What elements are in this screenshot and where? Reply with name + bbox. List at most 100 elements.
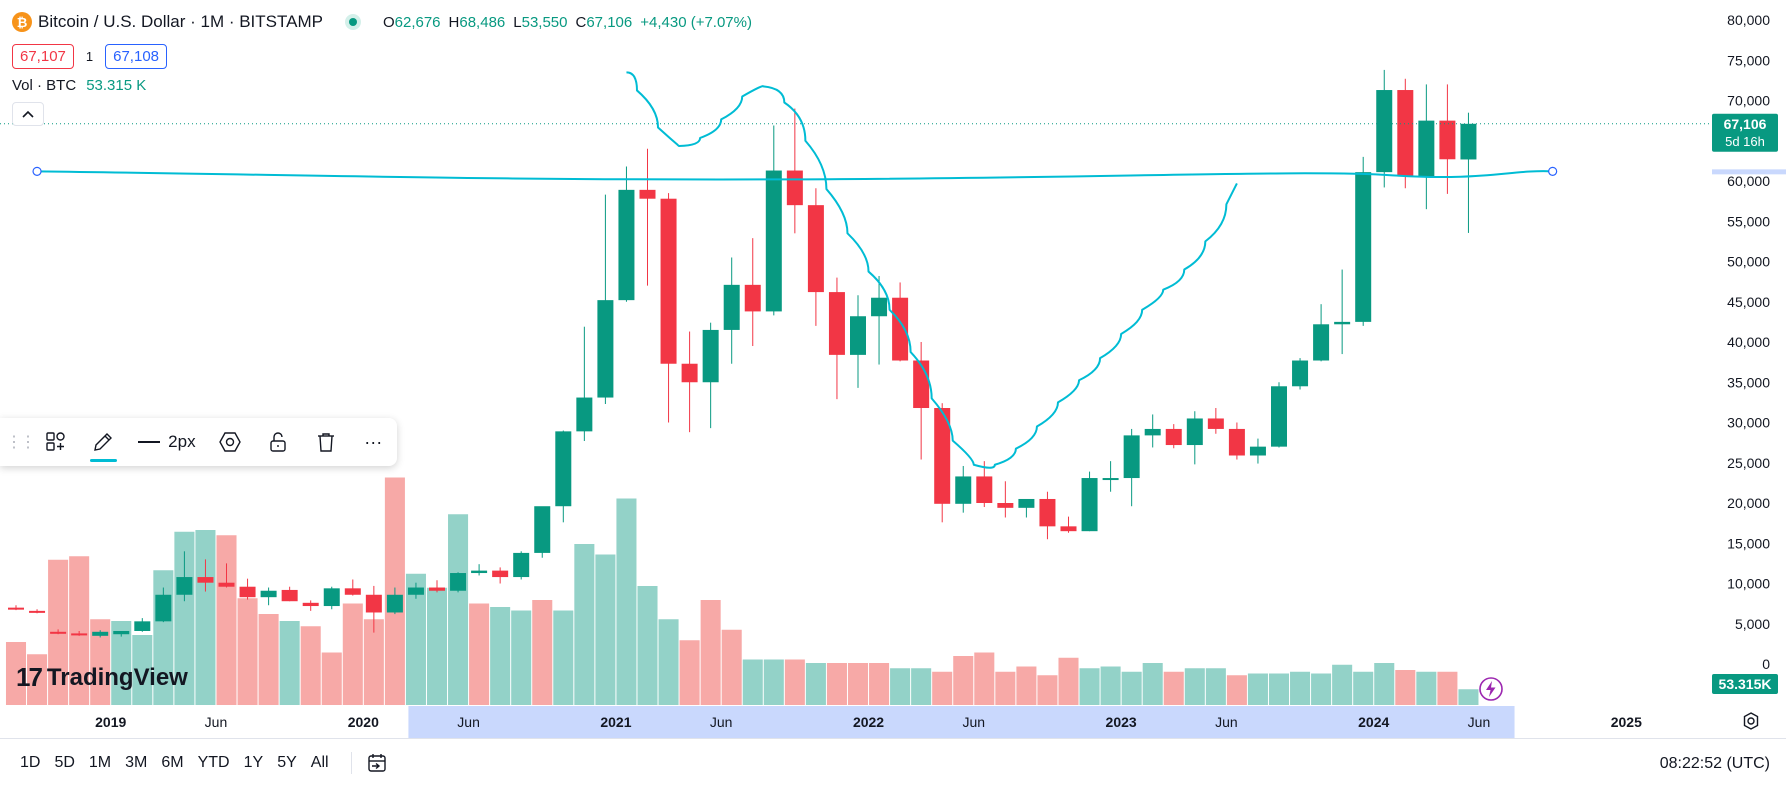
candle[interactable] <box>155 587 172 623</box>
range-all-button[interactable]: All <box>310 754 329 771</box>
settings-button[interactable] <box>207 418 255 466</box>
tradingview-watermark[interactable]: 17 TradingView <box>16 662 188 693</box>
candle[interactable] <box>429 580 445 593</box>
candle[interactable] <box>260 587 277 606</box>
candle[interactable] <box>344 579 361 596</box>
collapse-legend-button[interactable] <box>12 102 44 126</box>
candle[interactable] <box>71 630 88 636</box>
candle[interactable] <box>828 277 845 400</box>
candle[interactable] <box>197 559 214 592</box>
candle[interactable] <box>92 630 109 638</box>
candle[interactable] <box>702 322 719 429</box>
candle[interactable] <box>471 564 488 576</box>
candle[interactable] <box>1060 516 1077 533</box>
candle[interactable] <box>1376 69 1393 188</box>
candle[interactable] <box>281 586 298 602</box>
candle[interactable] <box>723 257 740 364</box>
range-6m-button[interactable]: 6M <box>161 754 184 771</box>
candle[interactable] <box>386 587 403 615</box>
candle[interactable] <box>407 582 424 599</box>
candle[interactable] <box>765 125 782 316</box>
candle[interactable] <box>597 194 614 404</box>
candle[interactable] <box>786 108 803 234</box>
candle[interactable] <box>850 295 866 388</box>
delete-button[interactable] <box>302 418 350 466</box>
last-price-badge[interactable] <box>1712 113 1778 152</box>
candlesticks[interactable] <box>8 69 1477 638</box>
more-button[interactable]: ··· <box>364 431 383 452</box>
candle[interactable] <box>134 618 151 632</box>
volume-label[interactable]: Vol · BTC <box>12 77 77 94</box>
range-1m-button[interactable]: 1M <box>88 754 112 771</box>
sell-price-button[interactable]: 67,107 <box>12 44 74 69</box>
candle[interactable] <box>1186 411 1203 465</box>
candle[interactable] <box>8 605 24 611</box>
candle[interactable] <box>365 585 382 633</box>
range-5d-button[interactable]: 5D <box>54 754 75 771</box>
candle[interactable] <box>1039 491 1056 540</box>
line-color-button[interactable] <box>80 418 128 466</box>
price-axis[interactable]: 0 5,000 10,000 15,000 20,000 25,000 30,000 35,0… <box>1712 0 1786 706</box>
candle[interactable] <box>660 193 677 423</box>
candle[interactable] <box>1271 382 1287 448</box>
drag-handle[interactable]: ⋮⋮ <box>6 434 36 451</box>
range-1d-button[interactable]: 1D <box>20 754 41 771</box>
candle[interactable] <box>29 609 46 614</box>
clock-utc[interactable]: 08:22:52 (UTC) <box>1659 754 1770 772</box>
range-1y-button[interactable]: 1Y <box>243 754 264 771</box>
candle[interactable] <box>492 567 509 584</box>
candle[interactable] <box>934 403 951 523</box>
candle[interactable] <box>1439 84 1456 194</box>
candle[interactable] <box>555 430 572 523</box>
curve-drawing[interactable] <box>626 71 1238 469</box>
candle[interactable] <box>1207 408 1224 434</box>
line-width-button[interactable]: 2px <box>127 418 206 466</box>
candle[interactable] <box>955 465 972 513</box>
chart-settings-icon[interactable] <box>1741 711 1761 731</box>
drawing-anchor-end[interactable] <box>1548 166 1558 176</box>
candle[interactable] <box>1355 156 1372 326</box>
candle[interactable] <box>1249 438 1266 464</box>
candle[interactable] <box>1144 414 1161 448</box>
candle[interactable] <box>176 551 193 602</box>
last-volume-badge[interactable] <box>1712 674 1778 694</box>
range-ytd-button[interactable]: YTD <box>197 754 230 771</box>
time-axis[interactable]: 2019 Jun 2020 Jun 2021 Jun 2022 Jun 2023 Jun 2024 J… <box>95 714 1642 730</box>
candle[interactable] <box>976 461 993 508</box>
flash-icon[interactable] <box>1478 676 1504 702</box>
candle[interactable] <box>302 600 319 611</box>
templates-button[interactable] <box>32 418 80 466</box>
lock-button[interactable] <box>254 418 302 466</box>
buy-price-button[interactable]: 67,108 <box>105 44 168 69</box>
candle[interactable] <box>576 326 593 442</box>
candle[interactable] <box>50 629 67 635</box>
candle[interactable] <box>113 630 130 637</box>
candle[interactable] <box>997 481 1014 518</box>
candle[interactable] <box>744 238 761 347</box>
candle[interactable] <box>913 342 930 460</box>
candle[interactable] <box>1334 269 1351 355</box>
price-chart[interactable]: 0 5,000 10,000 15,000 20,000 25,000 30,000 35,0… <box>0 0 1786 738</box>
candle[interactable] <box>639 148 656 286</box>
candle[interactable] <box>323 586 340 610</box>
range-3m-button[interactable]: 3M <box>125 754 148 771</box>
range-5y-button[interactable]: 5Y <box>277 754 297 771</box>
candle[interactable] <box>1460 112 1477 233</box>
candle[interactable] <box>871 275 888 365</box>
candle[interactable] <box>681 331 698 433</box>
symbol-title[interactable]: Bitcoin / U.S. Dollar · 1M · BITSTAMP <box>38 12 323 31</box>
candle[interactable] <box>618 166 635 302</box>
candle[interactable] <box>450 572 467 593</box>
candle[interactable] <box>239 578 256 600</box>
drawing-anchor-start[interactable] <box>32 166 42 176</box>
candle[interactable] <box>807 188 824 326</box>
candle[interactable] <box>1018 498 1035 518</box>
go-to-date-icon[interactable] <box>366 752 388 774</box>
candle[interactable] <box>1228 422 1245 460</box>
candle[interactable] <box>1292 358 1309 390</box>
candle[interactable] <box>1313 304 1330 362</box>
candle[interactable] <box>1081 471 1098 532</box>
candle[interactable] <box>513 551 530 580</box>
candle[interactable] <box>1123 428 1140 507</box>
candle[interactable] <box>1165 424 1182 449</box>
